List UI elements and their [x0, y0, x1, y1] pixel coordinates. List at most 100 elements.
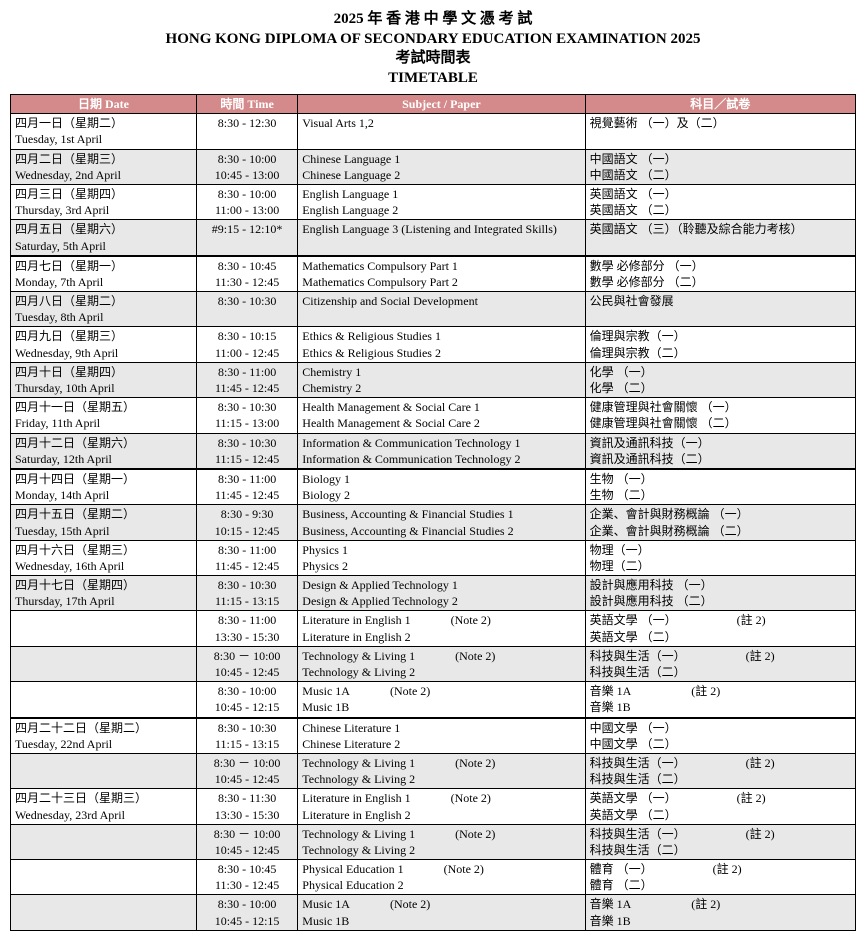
cell-time: 8:30 - 10:0010:45 - 13:00 [196, 149, 297, 184]
table-row: 四月十一日（星期五）Friday, 11th April8:30 - 10:30… [11, 398, 856, 433]
cell-subject-cn: 企業、會計與財務概論 （一）企業、會計與財務概論 （二） [585, 505, 855, 540]
cell-subject-cn: 音樂 1A(註 2)音樂 1B [585, 682, 855, 717]
table-row: 四月十四日（星期一）Monday, 14th April8:30 - 11:00… [11, 469, 856, 504]
cell-subject: Chinese Literature 1Chinese Literature 2 [298, 718, 585, 753]
cell-subject-cn: 體育 （一）(註 2)體育 （二） [585, 860, 855, 895]
cell-date: 四月十四日（星期一）Monday, 14th April [11, 469, 197, 504]
cell-subject: Business, Accounting & Financial Studies… [298, 505, 585, 540]
table-row: 四月十日（星期四）Thursday, 10th April8:30 - 11:0… [11, 362, 856, 397]
cell-subject-cn: 化學 （一）化學 （二） [585, 362, 855, 397]
cell-subject: Ethics & Religious Studies 1Ethics & Rel… [298, 327, 585, 362]
cell-subject: Mathematics Compulsory Part 1Mathematics… [298, 256, 585, 291]
cell-time: 8:30 - 10:3011:15 - 13:00 [196, 398, 297, 433]
cell-time: 8:30 - 10:3011:15 - 13:15 [196, 718, 297, 753]
cell-date [11, 824, 197, 859]
cell-date: 四月十五日（星期二）Tuesday, 15th April [11, 505, 197, 540]
cell-subject: English Language 1English Language 2 [298, 184, 585, 219]
cell-subject: Literature in English 1(Note 2)Literatur… [298, 789, 585, 824]
cell-subject: Music 1A(Note 2)Music 1B [298, 895, 585, 930]
cell-time: #9:15 - 12:10* [196, 220, 297, 255]
cell-subject-cn: 中國語文 （一）中國語文 （二） [585, 149, 855, 184]
table-row: 8:30 － 10:0010:45 - 12:45Technology & Li… [11, 753, 856, 788]
cell-date [11, 895, 197, 930]
cell-subject: Technology & Living 1(Note 2)Technology … [298, 646, 585, 681]
table-row: 四月二十二日（星期二）Tuesday, 22nd April8:30 - 10:… [11, 718, 856, 753]
cell-date: 四月十日（星期四）Thursday, 10th April [11, 362, 197, 397]
cell-time: 8:30 - 10:3011:15 - 13:15 [196, 576, 297, 611]
title-line-2: HONG KONG DIPLOMA OF SECONDARY EDUCATION… [10, 30, 856, 50]
cell-date: 四月八日（星期二）Tuesday, 8th April [11, 292, 197, 327]
cell-date: 四月十七日（星期四）Thursday, 17th April [11, 576, 197, 611]
cell-time: 8:30 - 10:0010:45 - 12:15 [196, 895, 297, 930]
cell-time: 8:30 - 10:3011:15 - 12:45 [196, 433, 297, 468]
cell-subject-cn: 數學 必修部分 （一）數學 必修部分 （二） [585, 256, 855, 291]
cell-subject-cn: 英國語文 （三）（聆聽及綜合能力考核） [585, 220, 855, 255]
cell-subject-cn: 物理（一）物理（二） [585, 540, 855, 575]
table-row: 8:30 - 10:0010:45 - 12:15Music 1A(Note 2… [11, 895, 856, 930]
cell-subject: Visual Arts 1,2 [298, 114, 585, 149]
cell-subject-cn: 科技與生活（一）(註 2)科技與生活（二） [585, 824, 855, 859]
cell-subject-cn: 英國語文 （一）英國語文 （二） [585, 184, 855, 219]
cell-subject-cn: 倫理與宗教（一）倫理與宗教（二） [585, 327, 855, 362]
cell-date: 四月五日（星期六）Saturday, 5th April [11, 220, 197, 255]
cell-date: 四月二日（星期三）Wednesday, 2nd April [11, 149, 197, 184]
cell-time: 8:30 - 10:0011:00 - 13:00 [196, 184, 297, 219]
table-row: 8:30 - 10:4511:30 - 12:45Physical Educat… [11, 860, 856, 895]
table-row: 四月十五日（星期二）Tuesday, 15th April8:30 - 9:30… [11, 505, 856, 540]
cell-subject: Health Management & Social Care 1Health … [298, 398, 585, 433]
cell-subject: Information & Communication Technology 1… [298, 433, 585, 468]
cell-time: 8:30 - 10:30 [196, 292, 297, 327]
cell-date: 四月十一日（星期五）Friday, 11th April [11, 398, 197, 433]
cell-date: 四月九日（星期三）Wednesday, 9th April [11, 327, 197, 362]
cell-time: 8:30 - 11:0011:45 - 12:45 [196, 540, 297, 575]
cell-time: 8:30 － 10:0010:45 - 12:45 [196, 646, 297, 681]
table-row: 8:30 － 10:0010:45 - 12:45Technology & Li… [11, 646, 856, 681]
timetable-section: 四月十四日（星期一）Monday, 14th April8:30 - 11:00… [10, 469, 856, 718]
cell-date: 四月七日（星期一）Monday, 7th April [11, 256, 197, 291]
cell-subject-cn: 科技與生活（一）(註 2)科技與生活（二） [585, 753, 855, 788]
timetable-section: 四月七日（星期一）Monday, 7th April8:30 - 10:4511… [10, 256, 856, 469]
cell-subject-cn: 設計與應用科技 （一）設計與應用科技 （二） [585, 576, 855, 611]
cell-time: 8:30 - 10:4511:30 - 12:45 [196, 860, 297, 895]
cell-date: 四月三日（星期四）Thursday, 3rd April [11, 184, 197, 219]
cell-subject: Chemistry 1Chemistry 2 [298, 362, 585, 397]
cell-date: 四月十二日（星期六）Saturday, 12th April [11, 433, 197, 468]
cell-date: 四月二十二日（星期二）Tuesday, 22nd April [11, 718, 197, 753]
table-row: 四月五日（星期六）Saturday, 5th April#9:15 - 12:1… [11, 220, 856, 255]
cell-subject-cn: 健康管理與社會關懷 （一）健康管理與社會關懷 （二） [585, 398, 855, 433]
cell-subject: Physics 1Physics 2 [298, 540, 585, 575]
cell-date: 四月二十三日（星期三）Wednesday, 23rd April [11, 789, 197, 824]
cell-subject: English Language 3 (Listening and Integr… [298, 220, 585, 255]
cell-subject: Design & Applied Technology 1Design & Ap… [298, 576, 585, 611]
cell-subject: Biology 1Biology 2 [298, 469, 585, 504]
cell-time: 8:30 - 12:30 [196, 114, 297, 149]
cell-time: 8:30 - 11:0011:45 - 12:45 [196, 362, 297, 397]
cell-subject: Physical Education 1(Note 2)Physical Edu… [298, 860, 585, 895]
cell-date: 四月一日（星期二）Tuesday, 1st April [11, 114, 197, 149]
header-subject-cn: 科目／試卷 [585, 95, 855, 114]
cell-subject-cn: 英語文學 （一）(註 2)英語文學 （二） [585, 789, 855, 824]
cell-time: 8:30 - 10:0010:45 - 12:15 [196, 682, 297, 717]
table-row: 四月二日（星期三）Wednesday, 2nd April8:30 - 10:0… [11, 149, 856, 184]
header-subject: Subject / Paper [298, 95, 585, 114]
cell-subject-cn: 視覺藝術 （一）及（二） [585, 114, 855, 149]
cell-time: 8:30 - 9:3010:15 - 12:45 [196, 505, 297, 540]
table-row: 四月三日（星期四）Thursday, 3rd April8:30 - 10:00… [11, 184, 856, 219]
cell-subject-cn: 中國文學 （一）中國文學 （二） [585, 718, 855, 753]
table-row: 四月九日（星期三）Wednesday, 9th April8:30 - 10:1… [11, 327, 856, 362]
title-block: 2025 年 香 港 中 學 文 憑 考 試 HONG KONG DIPLOMA… [10, 10, 856, 88]
table-row: 四月十二日（星期六）Saturday, 12th April8:30 - 10:… [11, 433, 856, 468]
table-row: 8:30 - 11:0013:30 - 15:30Literature in E… [11, 611, 856, 646]
table-row: 四月十七日（星期四）Thursday, 17th April8:30 - 10:… [11, 576, 856, 611]
table-row: 四月二十三日（星期三）Wednesday, 23rd April8:30 - 1… [11, 789, 856, 824]
cell-subject-cn: 生物 （一）生物 （二） [585, 469, 855, 504]
table-row: 四月七日（星期一）Monday, 7th April8:30 - 10:4511… [11, 256, 856, 291]
cell-subject: Music 1A(Note 2)Music 1B [298, 682, 585, 717]
cell-subject: Technology & Living 1(Note 2)Technology … [298, 753, 585, 788]
cell-subject: Citizenship and Social Development [298, 292, 585, 327]
table-row: 8:30 - 10:0010:45 - 12:15Music 1A(Note 2… [11, 682, 856, 717]
cell-date [11, 646, 197, 681]
cell-time: 8:30 - 11:0011:45 - 12:45 [196, 469, 297, 504]
cell-date: 四月十六日（星期三）Wednesday, 16th April [11, 540, 197, 575]
table-row: 四月八日（星期二）Tuesday, 8th April8:30 - 10:30C… [11, 292, 856, 327]
